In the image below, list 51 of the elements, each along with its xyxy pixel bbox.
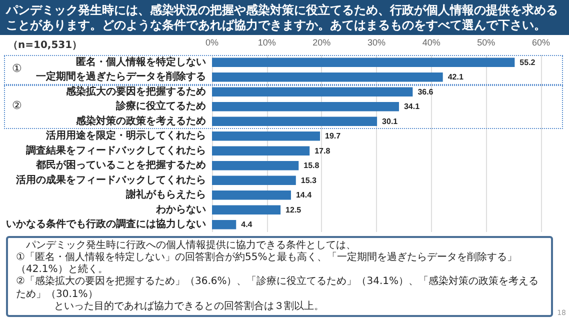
data-label: 4.4	[241, 220, 253, 230]
y-tick-label: いかなる条件でも行政の調査には協力しない	[6, 218, 206, 230]
x-tick-label: 20%	[312, 38, 331, 48]
y-tick-label: 感染拡大の要因を把握するため	[65, 86, 206, 98]
x-tick-label: 50%	[477, 38, 496, 48]
y-tick-label: 活用用途を限定・明示してくれたら	[45, 130, 206, 142]
y-tick-label: 感染対策の政策を考えるため	[75, 115, 206, 128]
data-label: 17.8	[314, 146, 331, 156]
y-tick-label: 匿名・個人情報を特定しない	[76, 56, 206, 68]
y-tick-label: 調査結果をフィードバックしてくれたら	[25, 144, 206, 157]
data-label: 15.8	[304, 161, 320, 170]
bar	[212, 58, 515, 68]
y-tick-label: 都民が困っていることを把握するため	[35, 159, 206, 172]
chart-title: パンデミック発生時には、感染状況の把握や感染対策に役立てるため、行政が個人情報の提供を求めることがあります。どのような条件であれば協力できますか。あてはまるものをすべて選んで下さい。	[0, 0, 569, 36]
data-label: 12.5	[286, 206, 302, 215]
data-label: 30.1	[382, 117, 398, 126]
bar	[212, 117, 378, 126]
text: パンデミック発生時に行政への個人情報提供に協力できる条件としては、	[25, 240, 357, 252]
x-tick-label: 0%	[205, 38, 219, 48]
text: ①「匿名・個人情報を特定しない」の回答割合が約55%と最も高く、「一定期間を過ぎたらデータを削除する」（42.1%）と続く。	[16, 252, 518, 276]
data-label: 14.4	[296, 190, 312, 200]
bar	[212, 132, 320, 141]
x-tick-label: 30%	[367, 38, 386, 48]
bar	[212, 88, 413, 97]
text: ②	[12, 98, 22, 112]
bar	[212, 102, 399, 112]
text: ②「感染拡大の要因を把握するため」（36.6%）、「診療に役立てるため」（34.1%）、「感染対策の政策を考えるため」（30.1%）	[16, 276, 540, 300]
bar	[212, 176, 296, 186]
x-tick-label: 10%	[258, 38, 276, 48]
bar	[212, 72, 443, 82]
text: （n=10,531）	[8, 39, 82, 52]
bar	[212, 190, 291, 200]
text: といった目的であれば協力できるとの回答割合は３割以上。	[53, 300, 325, 313]
y-tick-label: 一定期間を過ぎたらデータを削除する	[36, 70, 206, 83]
bar	[212, 206, 281, 215]
text: ①	[12, 62, 22, 75]
y-tick-label: 診療に役立てるため	[115, 100, 206, 112]
y-tick-label: 活用の成果をフィードバックしてくれたら	[15, 174, 206, 186]
x-tick-label: 40%	[422, 38, 440, 48]
data-label: 19.7	[325, 132, 342, 141]
data-label: 55.2	[520, 58, 536, 68]
bar	[212, 220, 236, 230]
data-label: 36.6	[418, 88, 434, 97]
x-tick-label: 60%	[532, 38, 550, 48]
data-label: 42.1	[448, 72, 464, 82]
y-tick-label: わからない	[155, 204, 206, 216]
bar	[212, 161, 299, 170]
y-tick-label: 謝礼がもらえたら	[125, 188, 206, 201]
data-label: 15.3	[300, 176, 318, 186]
bar	[212, 146, 310, 156]
data-label: 34.1	[404, 102, 420, 112]
